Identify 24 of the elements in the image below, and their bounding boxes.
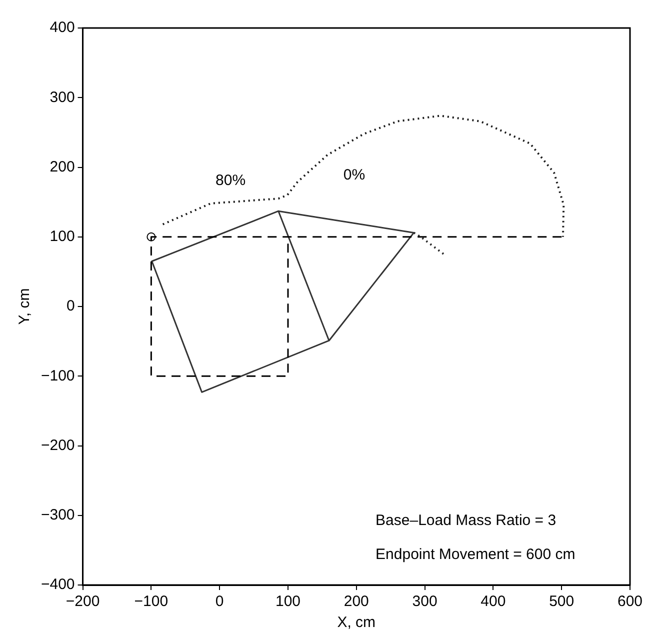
x-tick-label: −200: [66, 593, 100, 610]
y-tick-label: 400: [50, 19, 75, 36]
x-tick-label: 600: [617, 593, 643, 610]
y-tick-label: −400: [40, 576, 75, 594]
annotation: Endpoint Movement = 600 cm: [376, 546, 576, 564]
x-tick-label: 300: [412, 593, 438, 610]
x-tick-label: 0: [215, 593, 224, 610]
y-axis-title: Y, cm: [16, 288, 34, 325]
y-tick-label: 100: [50, 228, 75, 246]
y-tick-label: −300: [40, 506, 75, 524]
y-tick-label: 300: [50, 88, 75, 106]
annotation: 0%: [343, 166, 366, 184]
annotation: 80%: [216, 172, 246, 189]
y-tick-label: −100: [40, 367, 75, 384]
x-tick-label: 100: [275, 593, 301, 610]
y-tick-label: −200: [40, 436, 75, 454]
x-tick-label: 200: [344, 593, 369, 610]
x-tick-label: 500: [549, 593, 574, 610]
y-tick-label: 0: [66, 298, 75, 315]
x-tick-label: 400: [480, 593, 506, 610]
x-tick-label: −100: [134, 593, 168, 610]
x-axis-title: X, cm: [337, 614, 376, 632]
annotation: Base–Load Mass Ratio = 3: [376, 512, 556, 530]
y-tick-label: 200: [50, 158, 75, 176]
